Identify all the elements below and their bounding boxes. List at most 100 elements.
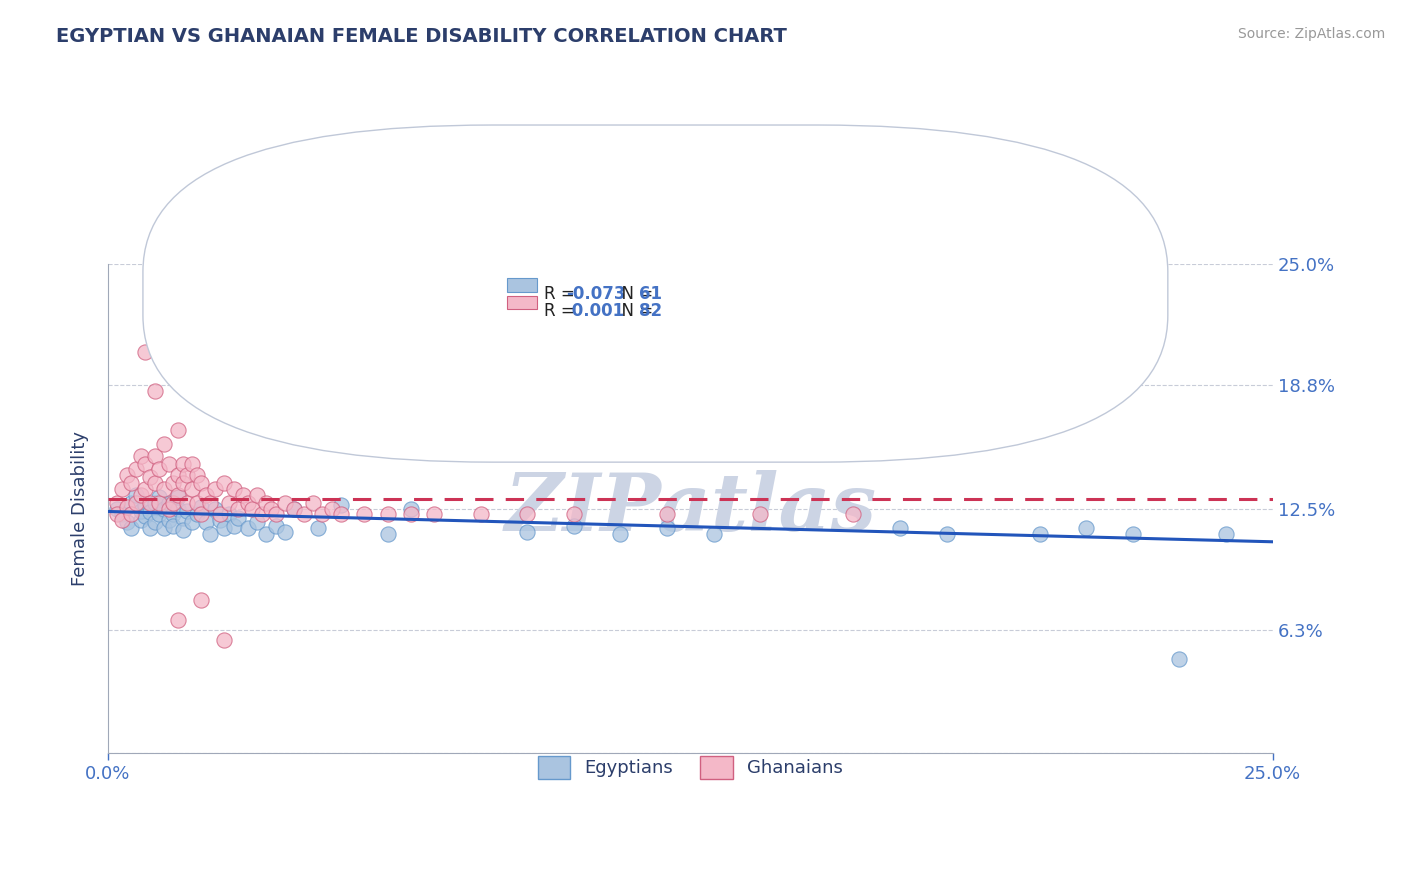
Point bbox=[157, 496, 180, 510]
Point bbox=[167, 423, 190, 437]
Point bbox=[1168, 652, 1191, 666]
Point bbox=[134, 509, 156, 524]
Point bbox=[167, 468, 190, 483]
Point bbox=[153, 482, 176, 496]
Point bbox=[115, 500, 138, 514]
Point bbox=[214, 521, 236, 535]
Point bbox=[157, 501, 180, 516]
Point bbox=[134, 345, 156, 359]
Point bbox=[172, 457, 194, 471]
Point bbox=[329, 498, 352, 512]
Point bbox=[307, 521, 329, 535]
Point bbox=[889, 521, 911, 535]
Point bbox=[134, 457, 156, 471]
Point bbox=[283, 501, 305, 516]
Point bbox=[148, 508, 170, 522]
Text: -0.073: -0.073 bbox=[565, 285, 626, 303]
Point bbox=[749, 508, 772, 522]
Point bbox=[236, 496, 259, 510]
Bar bbox=[508, 295, 537, 310]
Point bbox=[242, 501, 264, 516]
Point bbox=[208, 513, 231, 527]
Point bbox=[120, 508, 142, 522]
Point bbox=[260, 501, 283, 516]
Point bbox=[186, 508, 208, 522]
Point bbox=[214, 398, 236, 412]
Point bbox=[190, 476, 212, 491]
Point bbox=[162, 496, 184, 510]
Point bbox=[655, 508, 678, 522]
Point bbox=[139, 496, 162, 510]
Point bbox=[214, 476, 236, 491]
Point bbox=[105, 501, 128, 516]
Point bbox=[105, 496, 128, 510]
Point bbox=[125, 462, 148, 476]
Point bbox=[1215, 527, 1237, 541]
Point bbox=[655, 521, 678, 535]
Point bbox=[292, 508, 315, 522]
Text: R =: R = bbox=[544, 302, 579, 320]
Point bbox=[143, 515, 166, 529]
Point bbox=[302, 496, 325, 510]
Point bbox=[1076, 521, 1098, 535]
Point bbox=[115, 468, 138, 483]
Point bbox=[134, 498, 156, 512]
Point bbox=[399, 501, 422, 516]
Point bbox=[134, 482, 156, 496]
Point bbox=[516, 524, 538, 539]
Point bbox=[105, 508, 128, 522]
Point bbox=[167, 613, 190, 627]
Point bbox=[250, 508, 273, 522]
Point bbox=[214, 404, 236, 418]
Point bbox=[167, 488, 190, 502]
Point bbox=[139, 470, 162, 484]
Point bbox=[208, 508, 231, 522]
Point bbox=[167, 370, 190, 384]
Point bbox=[157, 513, 180, 527]
Point bbox=[516, 508, 538, 522]
Point bbox=[143, 286, 166, 301]
Point bbox=[214, 632, 236, 647]
FancyBboxPatch shape bbox=[143, 125, 1168, 462]
Point bbox=[157, 457, 180, 471]
Point bbox=[246, 488, 269, 502]
Point bbox=[167, 490, 190, 504]
Text: 82: 82 bbox=[640, 302, 662, 320]
Point bbox=[176, 503, 198, 517]
Point bbox=[148, 462, 170, 476]
Point bbox=[935, 527, 957, 541]
Text: R =: R = bbox=[544, 285, 579, 303]
Point bbox=[274, 496, 297, 510]
Point bbox=[222, 519, 245, 533]
Point bbox=[222, 482, 245, 496]
Point bbox=[176, 496, 198, 510]
Point bbox=[200, 527, 222, 541]
Point bbox=[399, 508, 422, 522]
Point bbox=[842, 508, 865, 522]
Point bbox=[190, 500, 212, 514]
Text: EGYPTIAN VS GHANAIAN FEMALE DISABILITY CORRELATION CHART: EGYPTIAN VS GHANAIAN FEMALE DISABILITY C… bbox=[56, 27, 787, 45]
Point bbox=[254, 496, 277, 510]
Point bbox=[120, 496, 142, 510]
Point bbox=[148, 496, 170, 510]
Point bbox=[153, 437, 176, 451]
Point bbox=[125, 488, 148, 502]
Point bbox=[200, 496, 222, 510]
Point bbox=[162, 476, 184, 491]
Point bbox=[111, 508, 134, 522]
Point bbox=[274, 524, 297, 539]
Point bbox=[703, 527, 725, 541]
Point bbox=[1028, 527, 1050, 541]
Point bbox=[470, 508, 492, 522]
Point bbox=[129, 449, 152, 463]
Point bbox=[194, 515, 217, 529]
Point bbox=[204, 501, 226, 516]
Point bbox=[176, 468, 198, 483]
Point bbox=[143, 449, 166, 463]
Legend: Egyptians, Ghanaians: Egyptians, Ghanaians bbox=[529, 747, 852, 788]
Point bbox=[609, 527, 631, 541]
Point bbox=[129, 488, 152, 502]
Point bbox=[329, 508, 352, 522]
Point bbox=[172, 511, 194, 525]
Point bbox=[139, 521, 162, 535]
